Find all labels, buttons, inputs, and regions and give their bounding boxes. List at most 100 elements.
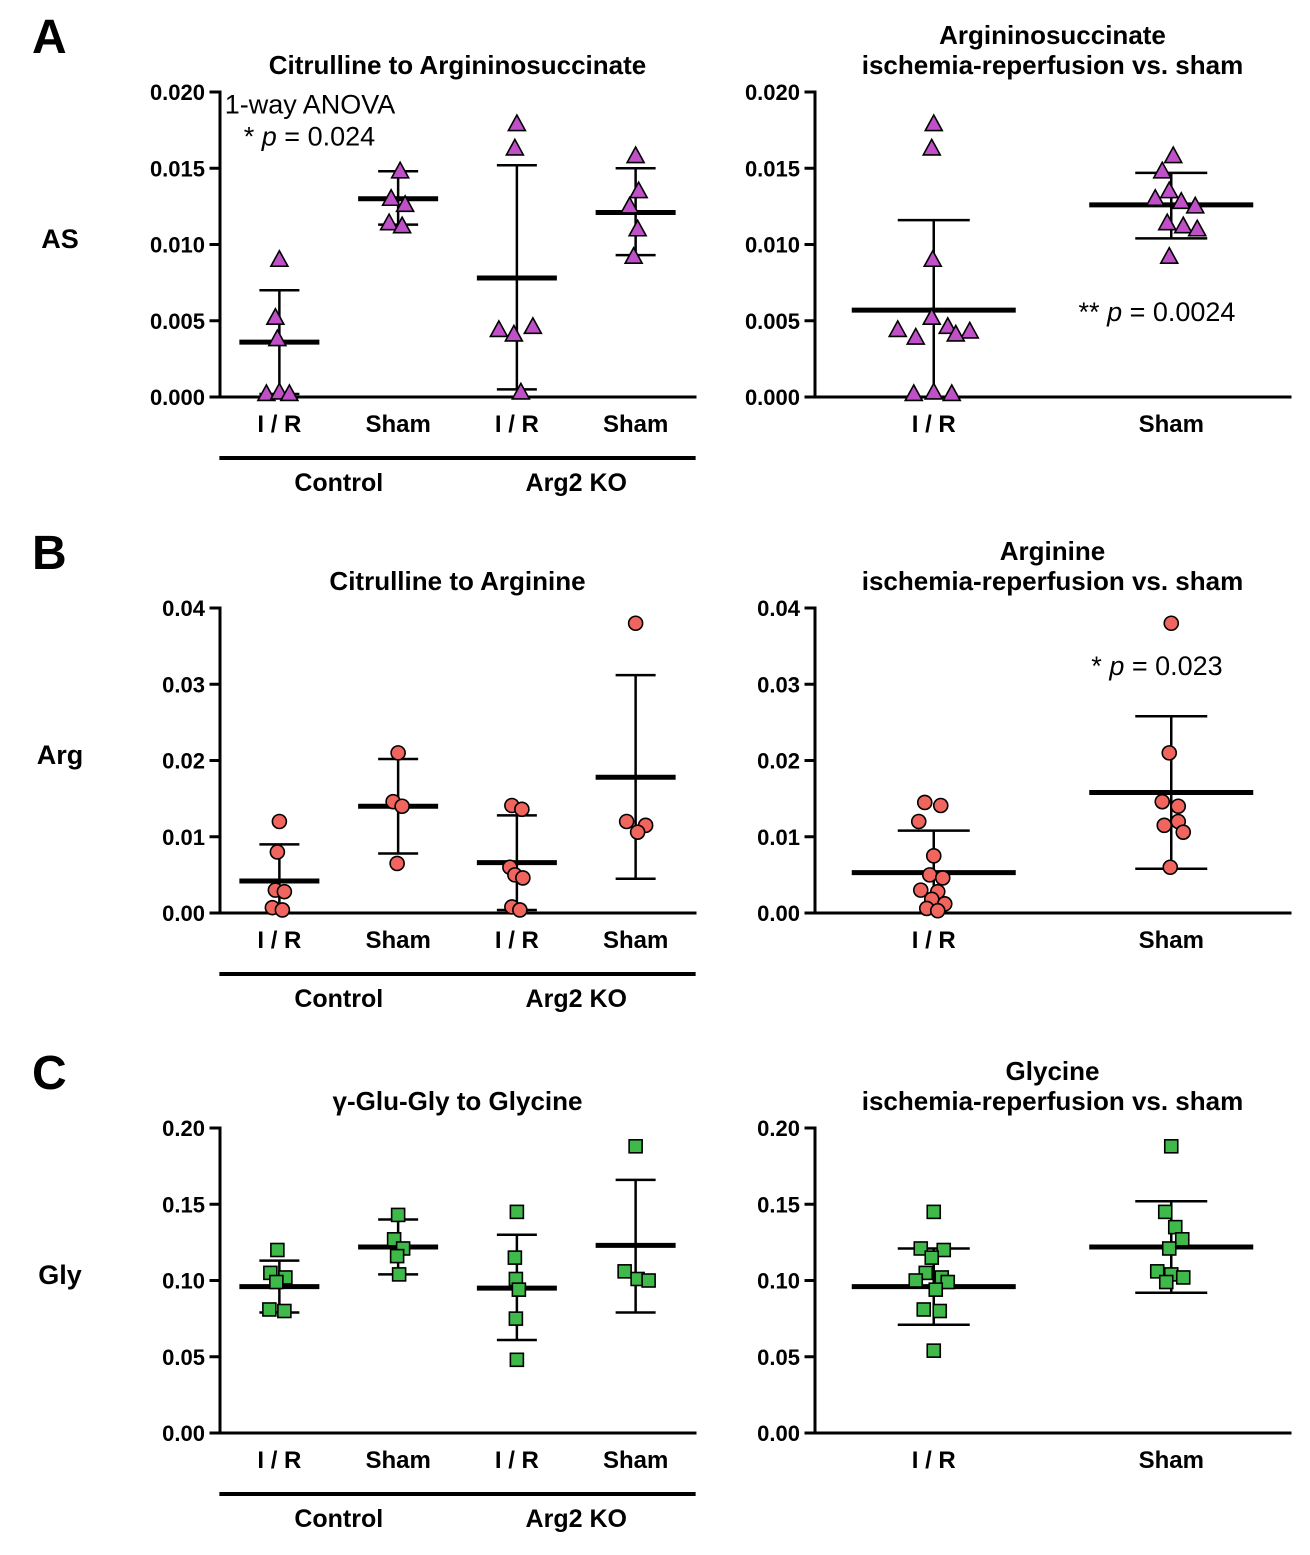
y-tick-label: 0.10 [162,1269,205,1294]
panel-c-side: C Gly [0,1048,120,1548]
data-point-triangle-icon [1173,215,1194,234]
data-point-circle-icon [912,882,929,898]
y-tick-label: 0.05 [162,1345,205,1370]
chart-title: ischemia-reperfusion vs. sham [862,566,1243,596]
data-point-square-icon [511,1282,527,1297]
data-point-square-icon [262,1302,277,1317]
data-point-circle-icon [1154,793,1171,810]
group-label: I / R [495,411,539,438]
data-point-circle-icon [274,902,291,918]
data-point-circle-icon [276,883,293,900]
group-label: Sham [365,1447,430,1474]
data-point-circle-icon [1170,798,1187,815]
data-point-triangle-icon [381,188,401,207]
y-tick-label: 0.020 [745,80,800,105]
y-tick-label: 0.020 [150,80,205,105]
data-point-triangle-icon [1157,212,1178,231]
y-tick-label: 0.04 [162,596,206,621]
data-point-triangle-icon [489,319,509,338]
data-point-triangle-icon [1163,145,1184,164]
panel-b-side: B Arg [0,528,120,1028]
data-point-square-icon [1158,1274,1174,1290]
y-tick-label: 0.00 [757,901,800,926]
chart-citrulline-to-arginine: Citrulline to Arginine 0.00 0.01 0.02 0.03 0.… [162,566,697,1013]
chart-title: Citrulline to Arginine [329,566,585,596]
data-point-square-icon [1174,1232,1190,1247]
data-point-square-icon [908,1273,924,1288]
data-point-triangle-icon [921,137,942,156]
y-tick-label: 0.15 [162,1192,205,1217]
chart-title: ischemia-reperfusion vs. sham [862,1086,1243,1116]
data-point-triangle-icon [623,246,644,264]
y-tick-label: 0.010 [745,233,800,258]
data-point-triangle-icon [922,249,943,268]
data-point-square-icon [509,1352,525,1368]
chart-citrulline-to-argininosuccinate: Citrulline to Argininosuccinate 0.000 0.00… [150,50,697,497]
data-point-circle-icon [515,870,531,886]
data-point-triangle-icon [619,195,640,214]
data-point-circle-icon [512,902,528,918]
y-tick-label: 0.01 [757,825,800,850]
annotation: * p = 0.024 [244,121,375,151]
data-point-triangle-icon [267,328,288,347]
data-point-square-icon [641,1273,656,1288]
data-point-triangle-icon [941,383,962,402]
data-point-triangle-icon [1159,246,1180,264]
data-point-square-icon [507,1250,523,1265]
y-tick-label: 0.00 [757,1421,800,1446]
group-label: Sham [603,927,668,954]
group-label: I / R [912,411,956,438]
data-point-circle-icon [394,798,410,815]
data-point-square-icon [1161,1241,1177,1256]
data-point-square-icon [1163,1139,1179,1154]
data-point-triangle-icon [1145,188,1166,207]
data-point-square-icon [628,1139,643,1154]
panel-c: C Gly γ-Glu-Gly to Glycine 0.00 0.05 0.10 0.… [0,1048,1310,1548]
group-label: I / R [912,1447,956,1474]
y-tick-label: 0.005 [150,309,205,334]
data-point-circle-icon [1161,745,1178,761]
data-point-triangle-icon [628,180,649,199]
y-tick-label: 0.02 [757,749,800,774]
data-point-circle-icon [1163,615,1180,632]
data-point-circle-icon [627,615,644,632]
y-tick-label: 0.15 [757,1192,800,1217]
y-tick-label: 0.00 [162,901,205,926]
y-tick-label: 0.000 [150,385,205,410]
data-point-square-icon [508,1311,524,1326]
data-point-square-icon [932,1303,948,1319]
group-label: I / R [257,411,301,438]
data-point-circle-icon [1162,859,1179,876]
data-point-triangle-icon [627,218,648,237]
group-label: Sham [1139,1447,1204,1474]
group-label: Sham [1139,411,1204,438]
data-point-circle-icon [389,855,405,872]
data-point-triangle-icon [269,249,290,268]
data-point-square-icon [277,1303,292,1319]
group-label: I / R [912,927,956,954]
data-point-triangle-icon [1152,160,1173,179]
data-point-square-icon [926,1343,942,1358]
data-point-square-icon [1167,1219,1183,1235]
chart-gammaglugly-to-glycine: γ-Glu-Gly to Glycine 0.00 0.05 0.10 0.15 0.20… [162,1086,697,1533]
data-point-square-icon [270,1242,285,1258]
data-point-triangle-icon [279,383,300,402]
y-tick-label: 0.10 [757,1269,800,1294]
chart-title: Arginine [1000,536,1105,566]
data-point-circle-icon [618,813,635,830]
group-label: I / R [257,927,301,954]
data-point-circle-icon [269,844,286,860]
data-point-circle-icon [921,867,938,883]
row-label-as: AS [41,224,79,254]
group-label: I / R [495,927,539,954]
data-point-square-icon [617,1264,632,1279]
data-point-square-icon [926,1204,942,1220]
chart-title: ischemia-reperfusion vs. sham [862,50,1243,80]
group-label: Sham [365,411,430,438]
group-label: I / R [257,1447,301,1474]
y-tick-label: 0.20 [162,1116,205,1141]
data-point-circle-icon [629,824,646,840]
data-point-square-icon [928,1282,944,1297]
